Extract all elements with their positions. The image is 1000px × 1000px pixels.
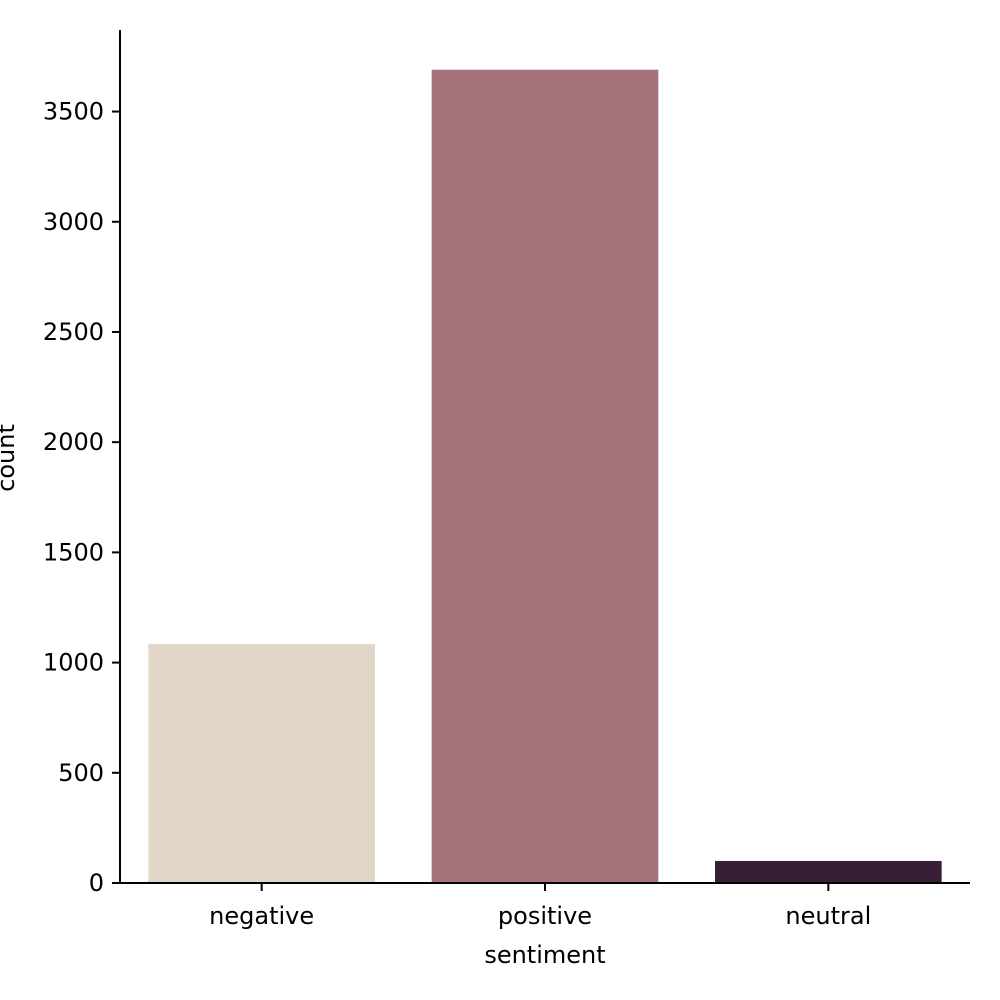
bars-group xyxy=(148,69,942,883)
y-tick-label: 1500 xyxy=(43,538,104,566)
y-tick-label: 3000 xyxy=(43,208,104,236)
bar-negative xyxy=(148,643,375,883)
bar-neutral xyxy=(715,860,942,883)
y-axis-ticks: 0 500 1000 1500 2000 2500 3000 3500 xyxy=(43,98,120,897)
x-tick-label-positive: positive xyxy=(498,902,592,930)
y-tick-label: 3500 xyxy=(43,98,104,126)
x-axis-ticks: negative positive neutral xyxy=(209,883,871,930)
y-tick-label: 2000 xyxy=(43,428,104,456)
x-tick-label-neutral: neutral xyxy=(785,902,871,930)
y-axis-title: count xyxy=(0,424,20,492)
y-tick-label: 1000 xyxy=(43,649,104,677)
bar-positive xyxy=(431,69,659,883)
x-axis-title: sentiment xyxy=(484,941,605,969)
y-tick-label: 500 xyxy=(58,759,104,787)
x-tick-label-negative: negative xyxy=(209,902,314,930)
y-tick-label: 2500 xyxy=(43,318,104,346)
y-tick-label: 0 xyxy=(89,869,104,897)
